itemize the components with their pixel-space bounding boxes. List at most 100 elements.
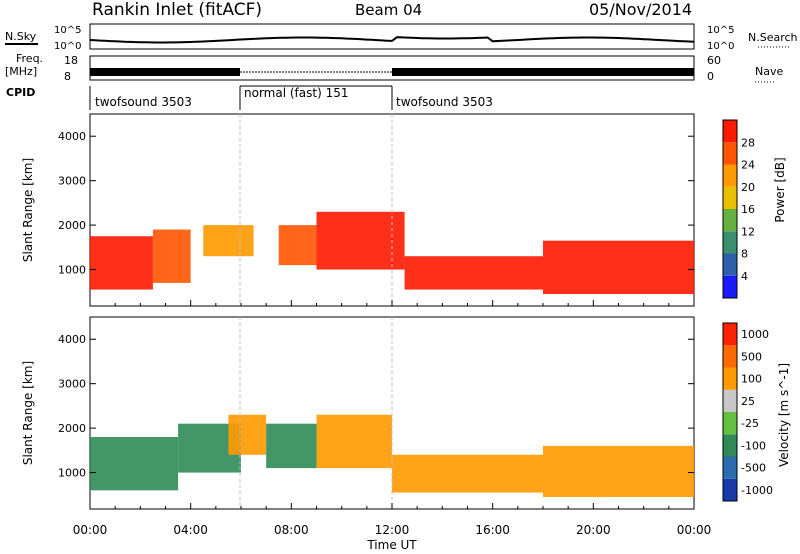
colorbar-swatch-1-1 [723, 456, 737, 479]
colorbar-tick-0-6: 28 [741, 136, 755, 149]
colorbar-tick-0-4: 20 [741, 181, 755, 194]
freq-panel: Freq. [MHz] 18 8 60 0 Nave [5, 52, 783, 83]
colorbar-swatch-1-6 [723, 345, 737, 368]
echo-band-0-0 [90, 236, 153, 290]
nsearch-tick-high: 10^5 [707, 25, 734, 36]
date-title: 05/Nov/2014 [589, 0, 692, 19]
colorbar-tick-1-6: -500 [741, 462, 766, 475]
colorbar-tick-1-7: -1000 [741, 484, 773, 497]
cpid-segment-3: twofsound 3503 [396, 95, 493, 109]
colorbar-swatch-1-2 [723, 434, 737, 457]
xtick-label-1: 04:00 [173, 523, 208, 537]
colorbar-swatch-0-6 [723, 142, 737, 165]
colorbar-swatch-0-2 [723, 231, 737, 254]
power-yticks: 1000 2000 3000 4000 [58, 130, 694, 277]
freq-tick-low: 8 [64, 70, 71, 83]
nsky-trace [89, 36, 695, 44]
cpid-segment-1: twofsound 3503 [95, 95, 192, 109]
nave-label: Nave [755, 65, 783, 78]
echo-band-1-3 [266, 423, 317, 469]
velocity-colorbar: 1000 500 100 25 -25 -100 -500 -1000 [722, 322, 773, 502]
echo-band-0-6 [543, 240, 694, 294]
colorbar-frame-1 [722, 322, 738, 502]
colorbar-tick-0-2: 12 [741, 225, 755, 238]
ytick-label-0-2: 3000 [58, 175, 86, 188]
nsky-label: N.Sky [5, 30, 37, 43]
colorbar-tick-1-0: 1000 [741, 328, 769, 341]
colorbar-swatch-0-4 [723, 186, 737, 209]
colorbar-tick-1-1: 500 [741, 350, 762, 363]
xtick-label-2: 08:00 [274, 523, 309, 537]
freq-label: Freq. [16, 52, 43, 65]
echo-band-1-4 [316, 414, 392, 469]
power-ylabel: Slant Range [km] [21, 158, 35, 262]
colorbar-swatch-0-0 [723, 275, 737, 298]
velocity-yticks: 1000 2000 3000 4000 [58, 333, 694, 480]
xtick-label-4: 16:00 [475, 523, 510, 537]
colorbar-swatch-0-5 [723, 164, 737, 187]
power-xticks [89, 300, 695, 306]
x-axis-label: Time UT [366, 538, 417, 552]
colorbar-tick-1-5: -100 [741, 439, 766, 452]
beam-title: Beam 04 [355, 1, 422, 19]
colorbar-tick-1-3: 25 [741, 395, 755, 408]
cpid-label: CPID [6, 86, 35, 99]
colorbar-swatch-1-5 [723, 367, 737, 390]
colorbar-swatch-1-7 [723, 323, 737, 346]
xtick-label-0: 00:00 [73, 523, 108, 537]
colorbar-frame-0 [722, 119, 738, 299]
colorbar-tick-0-1: 8 [741, 248, 748, 261]
power-bands [90, 211, 694, 294]
cpid-panel: CPID twofsound 3503 normal (fast) 151 tw… [6, 85, 493, 110]
xtick-label-3: 12:00 [375, 523, 410, 537]
colorbar-tick-1-2: 100 [741, 373, 762, 386]
power-panel: 1000 2000 3000 4000 Slant Range [km] 4 8 12 16… [21, 113, 787, 307]
echo-band-0-4 [316, 211, 405, 270]
xtick-label-6: 00:00 [677, 523, 712, 537]
freq-unit: [MHz] [5, 65, 37, 78]
echo-band-0-1 [152, 229, 191, 283]
nave-block-a [90, 68, 240, 76]
colorbar-swatch-0-1 [723, 253, 737, 276]
echo-band-0-3 [278, 225, 317, 266]
ytick-label-0-0: 1000 [58, 264, 86, 277]
ytick-label-0-1: 2000 [58, 219, 86, 232]
freq-tick-high: 18 [64, 54, 78, 67]
colorbar-tick-0-3: 16 [741, 203, 755, 216]
nsky-panel: N.Sky 10^5 10^0 10^5 10^0 N.Search [5, 23, 798, 52]
echo-band-1-2 [228, 414, 267, 455]
nsky-frame [89, 23, 695, 50]
ytick-label-1-1: 2000 [58, 422, 86, 435]
echo-band-1-6 [543, 445, 694, 497]
ytick-label-1-3: 4000 [58, 333, 86, 346]
nsky-tick-high: 10^5 [54, 25, 81, 36]
cpid-segment-2: normal (fast) 151 [244, 86, 348, 100]
ytick-label-0-3: 4000 [58, 130, 86, 143]
velocity-xticks [89, 503, 695, 509]
echo-band-0-2 [203, 225, 254, 257]
colorbar-swatch-0-3 [723, 209, 737, 232]
power-colorbar-label: Power [dB] [773, 157, 787, 222]
colorbar-tick-0-5: 24 [741, 159, 755, 172]
velocity-ylabel: Slant Range [km] [21, 361, 35, 465]
ytick-label-1-2: 3000 [58, 378, 86, 391]
colorbar-swatch-1-3 [723, 412, 737, 435]
colorbar-tick-0-0: 4 [741, 270, 748, 283]
colorbar-swatch-0-7 [723, 120, 737, 143]
colorbar-swatch-1-4 [723, 389, 737, 412]
nsearch-label: N.Search [748, 31, 798, 44]
colorbar-tick-1-4: -25 [741, 417, 759, 430]
echo-band-1-5 [392, 454, 543, 493]
ytick-label-1-0: 1000 [58, 467, 86, 480]
nave-block-c [392, 68, 694, 76]
velocity-colorbar-label: Velocity [m s^-1] [777, 363, 791, 467]
power-colorbar: 4 8 12 16 20 24 28 [722, 119, 755, 299]
nsky-tick-low: 10^0 [54, 41, 81, 52]
echo-band-1-0 [90, 437, 179, 491]
echo-band-0-5 [404, 256, 543, 290]
station-title: Rankin Inlet (fitACF) [92, 0, 262, 20]
nave-tick-low: 0 [707, 70, 714, 83]
xtick-label-5: 20:00 [576, 523, 611, 537]
x-tick-labels: 00:00 04:00 08:00 12:00 16:00 20:00 00:00 [73, 523, 712, 537]
